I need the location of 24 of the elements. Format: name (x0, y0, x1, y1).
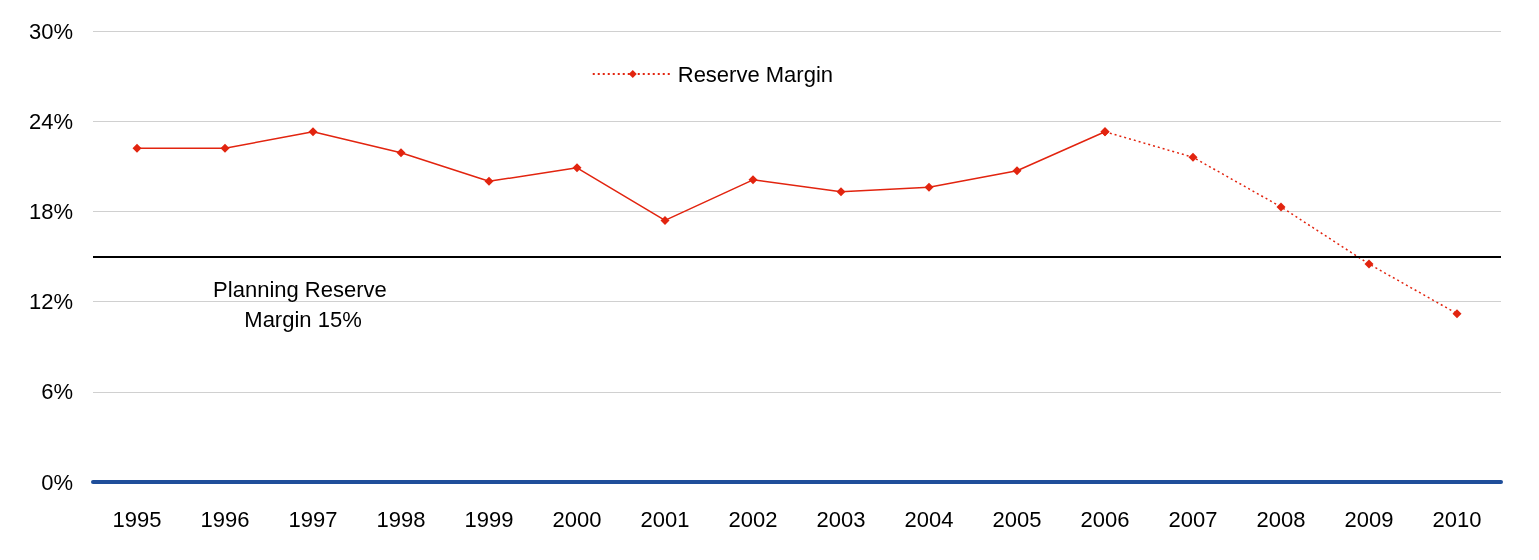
x-tick-label: 2002 (728, 506, 778, 532)
x-tick-label: 2009 (1344, 506, 1394, 532)
x-tick-label: 1998 (376, 506, 426, 532)
x-tick-label: 1996 (200, 506, 250, 532)
y-tick-label: 0% (41, 469, 73, 495)
x-tick-label: 2003 (816, 506, 866, 532)
x-tick-label: 1995 (112, 506, 162, 532)
x-tick-label: 2000 (552, 506, 602, 532)
x-tick-label: 2008 (1256, 506, 1306, 532)
legend-label: Reserve Margin (677, 61, 834, 87)
x-tick-label: 2005 (992, 506, 1042, 532)
y-tick-label: 30% (28, 18, 73, 44)
x-tick-label: 2001 (640, 506, 690, 532)
y-tick-label: 18% (28, 198, 73, 224)
x-tick-label: 2006 (1080, 506, 1130, 532)
y-tick-label: 6% (41, 379, 73, 405)
x-tick-label: 2004 (904, 506, 954, 532)
y-tick-label: 12% (28, 289, 73, 315)
ref-line-label: Planning Reserve Margin 15% (213, 277, 393, 332)
y-tick-label: 24% (28, 108, 73, 134)
x-tick-label: 1999 (464, 506, 514, 532)
x-tick-label: 2010 (1432, 506, 1482, 532)
x-tick-label: 1997 (288, 506, 338, 532)
x-tick-label: 2007 (1168, 506, 1218, 532)
